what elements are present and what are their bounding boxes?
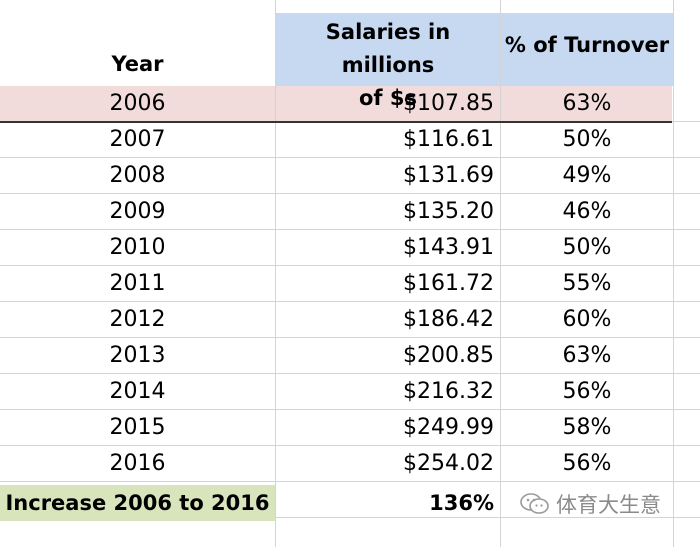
increase-label-cell[interactable]: Increase 2006 to 2016: [0, 485, 275, 521]
table-row: 2007 $116.61 50%: [0, 122, 700, 158]
salary-cell[interactable]: $200.85: [403, 343, 494, 368]
table-row: 2008 $131.69 49%: [0, 158, 700, 194]
salary-cell[interactable]: $135.20: [403, 199, 494, 224]
column-header-turnover[interactable]: % of Turnover: [504, 33, 670, 57]
salary-cell[interactable]: $249.99: [403, 415, 494, 440]
year-cell[interactable]: 2012: [109, 307, 166, 332]
table-row: 2016 $254.02 56%: [0, 446, 700, 482]
salary-cell[interactable]: $116.61: [403, 127, 494, 152]
turnover-cell[interactable]: 46%: [562, 199, 612, 224]
table-row: 2010 $143.91 50%: [0, 230, 700, 266]
turnover-cell[interactable]: 55%: [562, 271, 612, 296]
year-cell[interactable]: 2006: [109, 91, 166, 116]
turnover-cell[interactable]: 63%: [562, 343, 612, 368]
salary-cell[interactable]: $254.02: [403, 451, 494, 476]
year-cell[interactable]: 2008: [109, 163, 166, 188]
table-row: 2013 $200.85 63%: [0, 338, 700, 374]
turnover-cell[interactable]: 60%: [562, 307, 612, 332]
turnover-cell[interactable]: 50%: [562, 127, 612, 152]
turnover-cell[interactable]: 49%: [562, 163, 612, 188]
year-cell[interactable]: 2014: [109, 379, 166, 404]
turnover-cell[interactable]: 63%: [562, 91, 612, 116]
salaries-header-bg: [276, 13, 500, 86]
column-header-salaries[interactable]: Salaries in millions of $s: [325, 20, 451, 110]
grid-line: [0, 301, 700, 302]
year-cell[interactable]: 2015: [109, 415, 166, 440]
row-border: [0, 121, 672, 123]
watermark-text: 体育大生意: [556, 493, 661, 517]
grid-line: [0, 265, 700, 266]
grid-line: [673, 0, 674, 547]
table-row: 2014 $216.32 56%: [0, 374, 700, 410]
grid-line: [0, 193, 700, 194]
turnover-cell[interactable]: 56%: [562, 379, 612, 404]
turnover-header-bg: [501, 13, 673, 86]
year-cell[interactable]: 2016: [109, 451, 166, 476]
salary-cell[interactable]: $143.91: [403, 235, 494, 260]
table-row: 2012 $186.42 60%: [0, 302, 700, 338]
grid-line: [0, 229, 700, 230]
grid-line: [0, 517, 700, 518]
salary-cell[interactable]: $131.69: [403, 163, 494, 188]
grid-line: [275, 0, 276, 547]
table-row: 2011 $161.72 55%: [0, 266, 700, 302]
year-cell[interactable]: 2007: [109, 127, 166, 152]
highlight-row-bg: [0, 86, 672, 121]
grid-line: [0, 157, 700, 158]
salary-cell[interactable]: $186.42: [403, 307, 494, 332]
grid-line: [0, 373, 700, 374]
grid-line: [0, 409, 700, 410]
year-cell[interactable]: 2011: [109, 271, 166, 296]
grid-line: [0, 445, 700, 446]
turnover-cell[interactable]: 58%: [562, 415, 612, 440]
column-header-year[interactable]: Year: [111, 52, 164, 76]
watermark: 体育大生意: [520, 489, 661, 519]
salary-cell[interactable]: $107.85: [403, 91, 494, 116]
table-row: 2015 $249.99 58%: [0, 410, 700, 446]
year-cell[interactable]: 2010: [109, 235, 166, 260]
grid-line: [0, 337, 700, 338]
salary-cell[interactable]: $161.72: [403, 271, 494, 296]
turnover-cell[interactable]: 50%: [562, 235, 612, 260]
grid-line: [0, 481, 700, 482]
table-row: 2009 $135.20 46%: [0, 194, 700, 230]
table-row: 2006 $107.85 63%: [0, 86, 700, 122]
increase-value-cell[interactable]: 136%: [429, 491, 494, 515]
turnover-cell[interactable]: 56%: [562, 451, 612, 476]
year-cell[interactable]: 2009: [109, 199, 166, 224]
year-cell[interactable]: 2013: [109, 343, 166, 368]
salary-cell[interactable]: $216.32: [403, 379, 494, 404]
grid-line: [500, 0, 501, 547]
wechat-bubble-icon: [520, 492, 550, 516]
